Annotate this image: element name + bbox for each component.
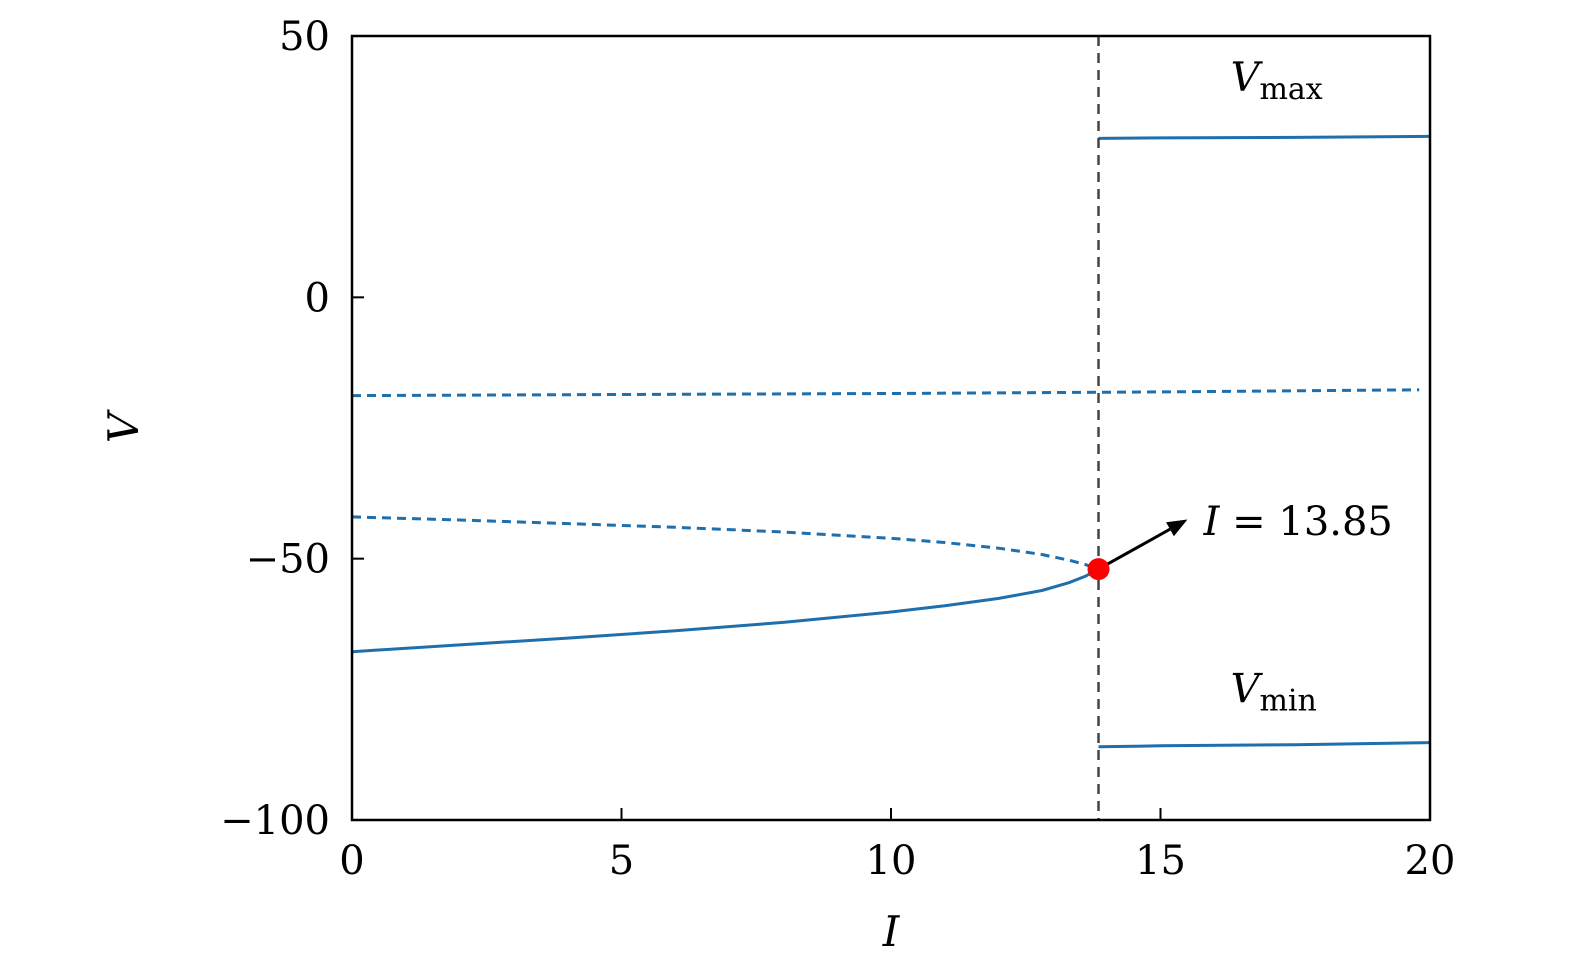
x-tick-label: 0 <box>339 838 364 884</box>
annotation-arrow-head <box>1166 519 1188 537</box>
vmax-annotation-var: V <box>1231 55 1264 101</box>
y-tick-label: −50 <box>246 537 330 583</box>
vmax-annotation: Vmax <box>1231 55 1323 107</box>
x-tick-label: 15 <box>1135 838 1186 884</box>
vmin-annotation-sub: min <box>1259 683 1316 718</box>
vmin-annotation: Vmin <box>1231 666 1317 718</box>
y-tick-label: −100 <box>220 798 330 844</box>
series-line-5-solid <box>1098 741 1431 749</box>
bifurcation-annotation-var: I <box>1203 499 1221 545</box>
x-axis-label: I <box>882 907 901 956</box>
series-line-2-dashed <box>351 515 1099 571</box>
plot-area <box>351 36 1431 820</box>
y-tick-label: 0 <box>305 275 330 321</box>
ticks-layer: 0 5 10 15 20 50 0 −50 −100 <box>220 14 1455 884</box>
bifurcation-annotation: I = 13.85 <box>1203 499 1393 545</box>
series-line-3-dashed <box>351 388 1420 398</box>
series-layer <box>351 134 1431 749</box>
x-tick-label: 10 <box>866 838 917 884</box>
y-tick-label: 50 <box>279 14 330 60</box>
annotation-arrow <box>1097 527 1171 571</box>
series-line-1-solid <box>351 567 1100 654</box>
series-line-4-solid <box>1098 134 1431 140</box>
bifurcation-point-marker <box>1087 558 1110 581</box>
bifurcation-annotation-value: = 13.85 <box>1219 499 1392 545</box>
x-tick-label: 5 <box>609 838 634 884</box>
x-tick-label: 20 <box>1405 838 1456 884</box>
vmin-annotation-var: V <box>1231 666 1264 712</box>
vmax-annotation-sub: max <box>1259 72 1322 107</box>
y-axis-label: V <box>99 409 148 443</box>
